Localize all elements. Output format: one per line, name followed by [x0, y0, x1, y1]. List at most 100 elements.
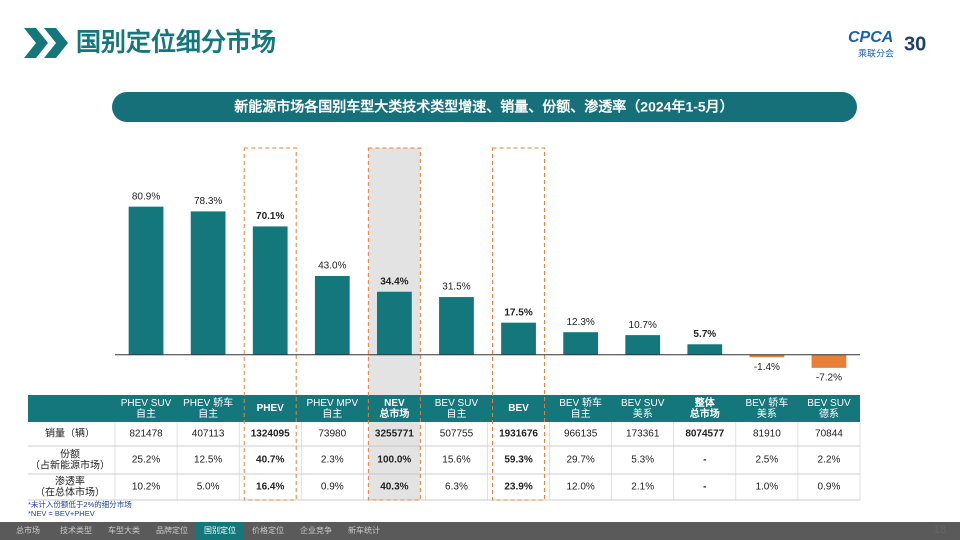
chevrons [24, 28, 68, 58]
table-cell: 73980 [318, 429, 346, 440]
column-header: PHEV 轿车自主 [183, 396, 233, 420]
value-label: -1.4% [754, 362, 780, 373]
value-label: 10.7% [629, 320, 657, 331]
table-cell: 2.1% [631, 482, 654, 493]
table-cell: 2.5% [755, 455, 778, 466]
nav-tab[interactable]: 新车统计 [348, 525, 380, 535]
nav-tab-active [196, 522, 244, 540]
table-cell: 507755 [440, 429, 474, 440]
column-header: 整体总市场 [690, 396, 720, 420]
footnote: *NEV = BEV+PHEV [28, 509, 95, 518]
value-label: -7.2% [816, 373, 842, 384]
highlight-box [492, 147, 546, 501]
value-label: 17.5% [504, 307, 532, 318]
table-cell: 5.0% [197, 482, 220, 493]
table-header-bg [28, 395, 860, 422]
bar [687, 344, 723, 355]
table-cell: 40.3% [380, 482, 408, 493]
table-cell: 10.2% [132, 482, 160, 493]
column-header: NEV 总市场 [379, 398, 409, 420]
column-header: PHEV SUV 自主 [121, 398, 172, 420]
column-header: BEV SUV 自主 [435, 398, 479, 420]
bar [190, 211, 226, 355]
chart-title-bg [112, 92, 857, 122]
value-label: 5.7% [693, 329, 716, 340]
table-cell: 3255771 [375, 429, 414, 440]
table-cell: 5.3% [631, 455, 654, 466]
row-label: 渗透率（在总体市场） [35, 474, 105, 498]
column-header: BEV 轿车美系 [745, 396, 788, 420]
bar [314, 276, 350, 355]
nav-tab[interactable]: 价格定位 [252, 525, 284, 535]
table-cell: 25.2% [132, 455, 160, 466]
bar [563, 332, 599, 355]
column-header: BEV SUV 德系 [807, 398, 851, 420]
table-cell: - [703, 455, 706, 466]
row-label: 销量（辆） [45, 427, 95, 440]
bar [625, 335, 661, 355]
table-cell: 16.4% [256, 482, 284, 493]
table-cell: 12.5% [194, 455, 222, 466]
table-cell: 15.6% [442, 455, 470, 466]
value-label: 31.5% [442, 282, 470, 293]
column-header: BEV SUV 美系 [621, 398, 665, 420]
table-cell: 966135 [564, 429, 598, 440]
table-cell: 6.3% [445, 482, 468, 493]
value-label: 78.3% [194, 196, 222, 207]
value-label: 12.3% [566, 317, 594, 328]
column-header: PHEV [257, 403, 285, 414]
column-header: BEV 轿车自主 [559, 396, 602, 420]
table-cell: 2.2% [818, 455, 841, 466]
column-header: PHEV MPV 自主 [306, 398, 358, 420]
table-cell: 12.0% [566, 482, 594, 493]
table-cell: 29.7% [566, 455, 594, 466]
value-label: 34.4% [380, 276, 408, 287]
table-cell: - [703, 482, 706, 493]
highlight-box [243, 147, 297, 501]
value-label: 70.1% [256, 211, 284, 222]
logo: CPCA [848, 29, 893, 46]
bar [128, 206, 164, 355]
table-cell: 1324095 [251, 429, 290, 440]
table-cell: 2.3% [321, 455, 344, 466]
table-cell: 173361 [626, 429, 660, 440]
bar [811, 354, 847, 368]
table-cell: 407113 [192, 429, 225, 440]
row-label: 份额（占新能源市场） [30, 447, 110, 471]
nav-tab[interactable]: 技术类型 [60, 525, 92, 535]
bar [501, 322, 536, 355]
table-cell: 1.0% [755, 482, 778, 493]
table-cell: 40.7% [256, 455, 284, 466]
value-label: 80.9% [132, 191, 160, 202]
table-cell: 81910 [753, 429, 781, 440]
page-title: 国别定位细分市场 [76, 28, 276, 57]
bar [749, 354, 785, 358]
bar [439, 297, 474, 355]
nav-tab[interactable]: 车型大类 [108, 525, 140, 535]
column-header: BEV [508, 403, 529, 414]
table-cell: 100.0% [377, 455, 411, 466]
bar [252, 226, 288, 355]
footnote: *未计入份额低于2%的细分市场 [28, 499, 132, 509]
logo-sub: 乘联分会 [858, 47, 894, 58]
page-number: 18 [934, 524, 946, 536]
table-cell: 0.9% [321, 482, 344, 493]
nav-tab[interactable]: 总市场 [16, 525, 40, 535]
table-cell: 23.9% [504, 482, 532, 493]
nav-tab[interactable]: 国别定位 [204, 525, 236, 535]
anniversary: 30 [904, 33, 926, 55]
value-label: 43.0% [318, 261, 346, 272]
table-cell: 70844 [815, 429, 843, 440]
table-cell: 8074577 [685, 429, 724, 440]
nav-tab[interactable]: 企业竞争 [300, 525, 332, 535]
nav-bar [0, 522, 960, 540]
table-cell: 59.3% [504, 455, 532, 466]
bar [376, 291, 412, 355]
nav-tab[interactable]: 品牌定位 [156, 525, 188, 535]
table-cell: 1931676 [499, 429, 538, 440]
table-cell: 0.9% [818, 482, 841, 493]
chart-title: 新能源市场各国别车型大类技术类型增速、销量、份额、渗透率（2024年1-5月） [234, 99, 733, 115]
highlight-box [367, 147, 421, 501]
table-cell: 821478 [129, 429, 163, 440]
